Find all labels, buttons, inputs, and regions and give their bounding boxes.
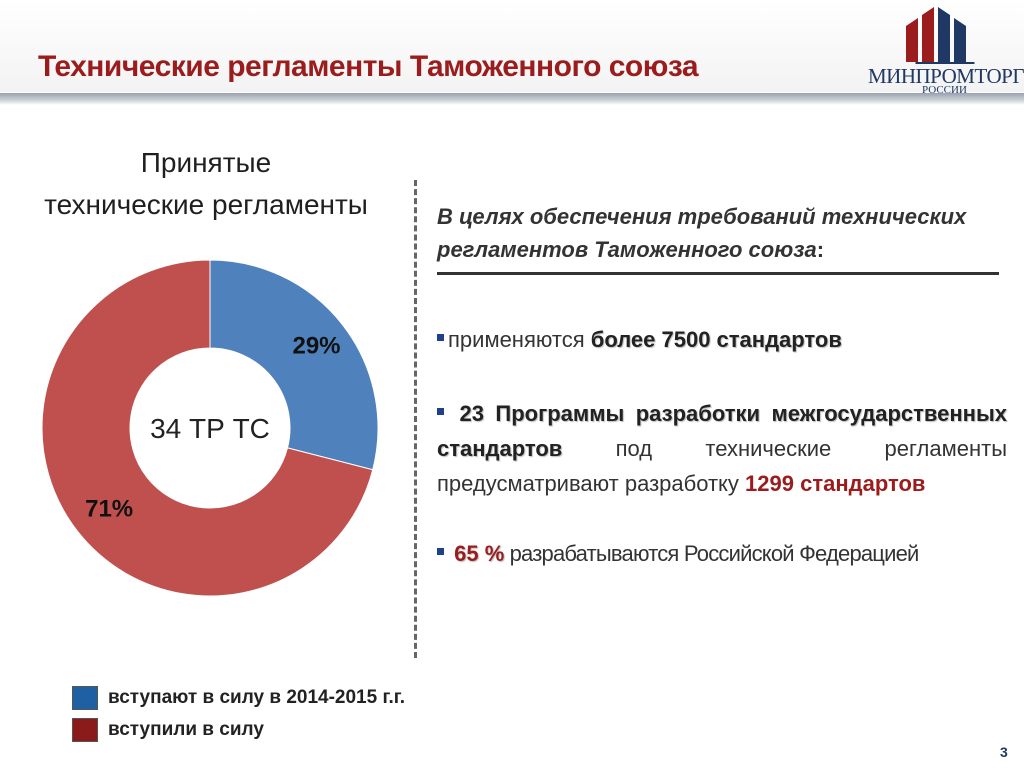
header-divider [0, 93, 1024, 105]
legend-swatch [72, 718, 98, 742]
logo-wordmark: МИНПРОМТОРГ [868, 64, 1024, 88]
chart-title-line2: технические регламенты [44, 189, 368, 220]
bullet-square-icon [437, 547, 444, 555]
logo-country: РОССИИ [922, 84, 967, 96]
bullet-square-icon [437, 333, 444, 341]
slide-header [0, 0, 1024, 92]
donut-chart: 29% 71% 34 ТР ТС [41, 259, 379, 597]
legend-item-in-force: вступили в силу [72, 718, 472, 742]
building-columns-icon [906, 7, 966, 62]
chart-title: Принятые технические регламенты [16, 142, 396, 226]
bullet-standards: применяются более 7500 стандартов [437, 322, 1007, 357]
legend-item-upcoming: вступают в силу в 2014-2015 г.г. [72, 686, 472, 710]
donut-slice-1 [41, 259, 374, 597]
vertical-divider [414, 180, 417, 658]
donut-data-label-1: 71% [85, 495, 133, 522]
chart-title-line1: Принятые [140, 147, 272, 178]
legend-swatch [72, 686, 98, 710]
page-number: 3 [1000, 744, 1008, 760]
intro-underline [437, 272, 999, 275]
intro-text: В целях обеспечения требований техническ… [437, 204, 967, 262]
donut-data-label-0: 29% [292, 332, 340, 359]
donut-center-label: 34 ТР ТС [150, 413, 270, 444]
donut-slice-0 [209, 259, 379, 471]
bullet-programs: 23 Программы разработки межгосударственн… [437, 401, 1007, 496]
bullet-square-icon [437, 407, 444, 415]
bullet-russia-share: 65 % разрабатываются Российской Федераци… [437, 536, 1007, 571]
minpromtorg-logo: МИНПРОМТОРГ РОССИИ [860, 4, 1024, 96]
slide-title: Технические регламенты Таможенного союза [38, 50, 699, 83]
